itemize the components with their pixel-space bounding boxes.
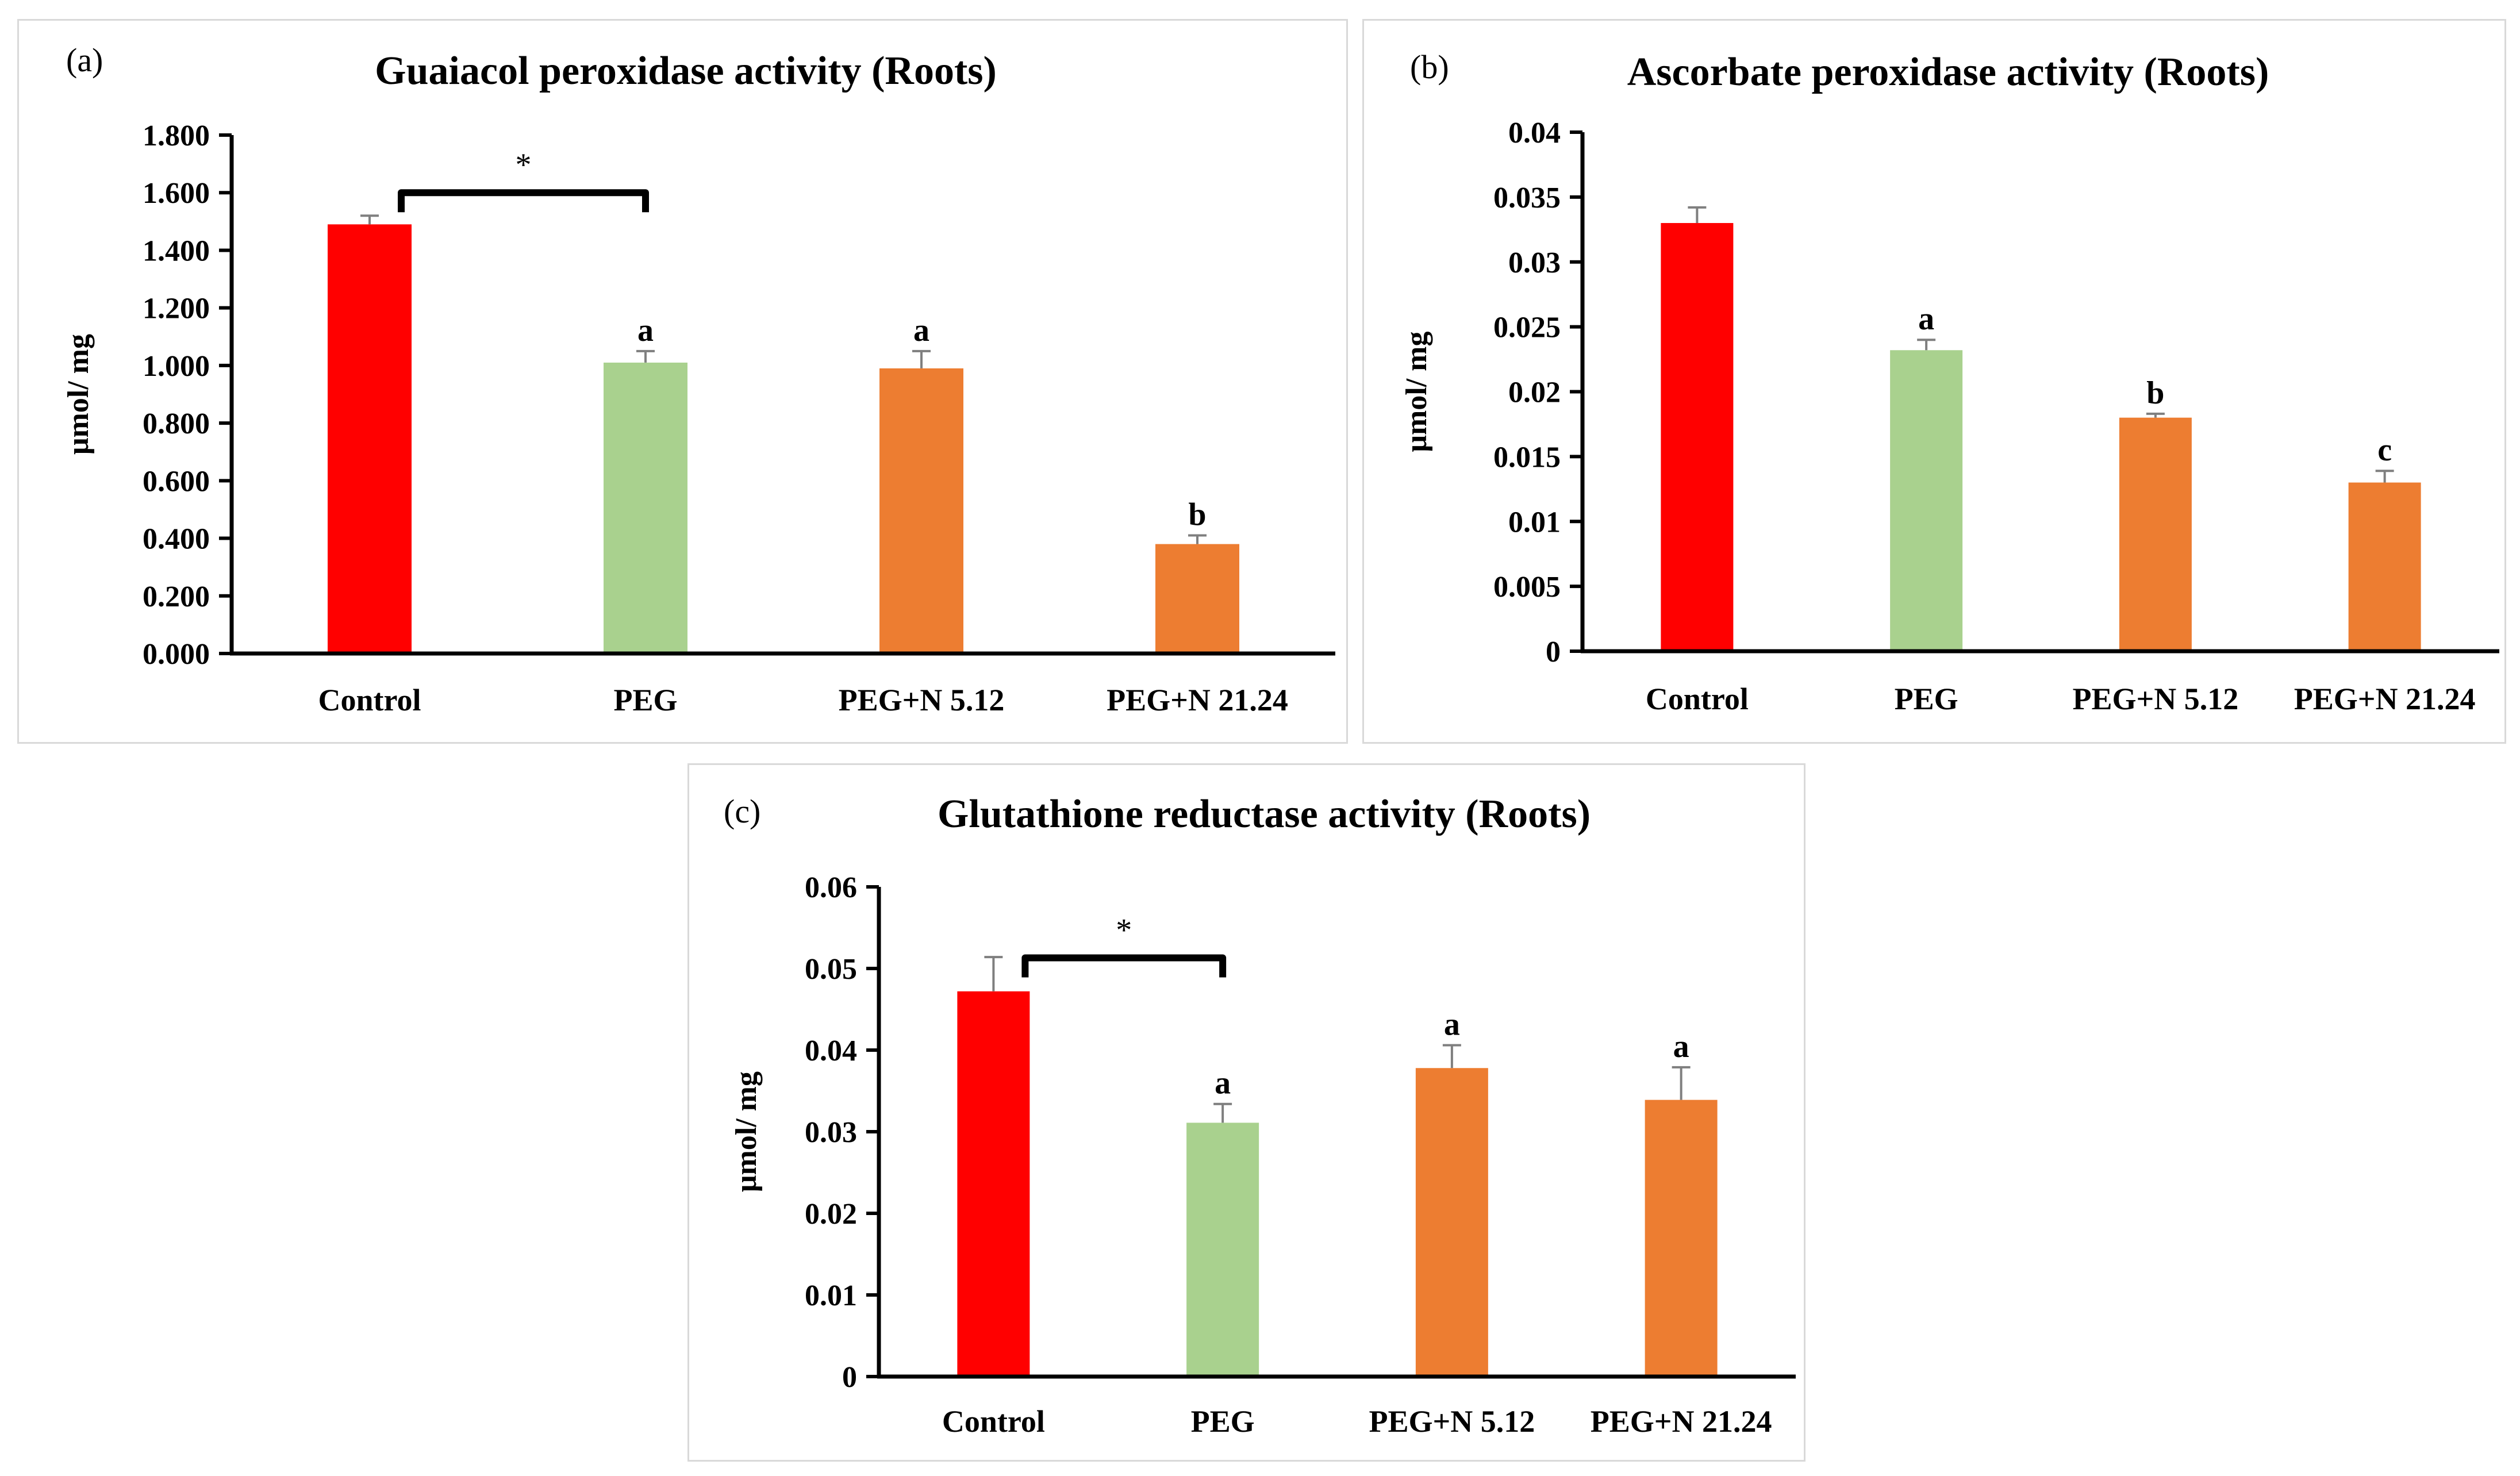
chart-panel-ascorbate-peroxidase: (b) Ascorbate peroxidase activity (Roots)… bbox=[1362, 19, 2506, 744]
significance-letter-peg-n-21-24: a bbox=[1673, 1029, 1689, 1064]
chart-panel-guaiacol-peroxidase: (a) Guaiacol peroxidase activity (Roots) μ… bbox=[17, 19, 1348, 744]
chart-panel-glutathione-reductase: (c) Glutathione reductase activity (Roots… bbox=[687, 763, 1806, 1462]
y-axis-label: μmol/ mg bbox=[730, 1071, 763, 1192]
bar-peg-n-5-12 bbox=[879, 368, 963, 654]
x-tick-label-peg-n-21-24: PEG+N 21.24 bbox=[1107, 683, 1288, 717]
y-tick-label: 0.200 bbox=[143, 581, 210, 613]
chart-ascorbate-peroxidase: (b) Ascorbate peroxidase activity (Roots)… bbox=[1400, 48, 2499, 716]
y-axis-label: μmol/ mg bbox=[62, 334, 95, 455]
significance-star: * bbox=[516, 147, 532, 183]
y-tick-label: 0.01 bbox=[805, 1279, 857, 1312]
significance-letter-peg-n-21-24: c bbox=[2377, 432, 2392, 468]
y-tick-label: 0.800 bbox=[143, 408, 210, 440]
chart-title: Glutathione reductase activity (Roots) bbox=[938, 792, 1591, 836]
y-tick-label: 1.000 bbox=[143, 350, 210, 383]
x-tick-label-peg-n-5-12: PEG+N 5.12 bbox=[2072, 682, 2238, 716]
bar-peg-n-5-12 bbox=[2119, 417, 2192, 651]
bar-peg-n-21-24 bbox=[1155, 544, 1239, 654]
y-tick-label: 0.04 bbox=[1508, 117, 1561, 149]
significance-bracket bbox=[1021, 954, 1227, 978]
panel-label: (a) bbox=[66, 41, 103, 79]
panel-label: (c) bbox=[724, 793, 760, 830]
y-tick-label: 1.600 bbox=[143, 177, 210, 210]
chart-title: Ascorbate peroxidase activity (Roots) bbox=[1627, 50, 2269, 94]
chart-guaiacol-peroxidase: (a) Guaiacol peroxidase activity (Roots) μ… bbox=[62, 41, 1335, 717]
bar-peg bbox=[604, 362, 687, 654]
y-tick-label: 0.000 bbox=[143, 638, 210, 671]
y-tick-label: 0.005 bbox=[1493, 571, 1561, 604]
y-tick-label: 0 bbox=[1546, 636, 1561, 668]
y-tick-label: 0.035 bbox=[1493, 182, 1561, 214]
y-tick-label: 0.03 bbox=[1508, 247, 1561, 279]
y-tick-label: 0.03 bbox=[805, 1116, 857, 1149]
x-tick-label-peg-n-5-12: PEG+N 5.12 bbox=[1369, 1404, 1535, 1439]
significance-letter-peg: a bbox=[1918, 301, 1934, 337]
significance-bracket bbox=[398, 189, 649, 213]
x-tick-label-peg: PEG bbox=[613, 683, 677, 717]
y-tick-label: 1.800 bbox=[143, 120, 210, 152]
y-tick-label: 0.01 bbox=[1508, 506, 1561, 539]
bar-peg-n-21-24 bbox=[2348, 482, 2421, 651]
x-tick-label-control: Control bbox=[942, 1404, 1045, 1439]
x-tick-label-peg-n-21-24: PEG+N 21.24 bbox=[1591, 1404, 1772, 1439]
bar-control bbox=[957, 991, 1030, 1377]
significance-letter-peg-n-21-24: b bbox=[1188, 497, 1206, 533]
bar-control bbox=[1661, 223, 1734, 651]
significance-star: * bbox=[1116, 913, 1132, 948]
x-tick-label-control: Control bbox=[318, 683, 421, 717]
bar-peg bbox=[1890, 350, 1963, 651]
bar-peg-n-21-24 bbox=[1645, 1100, 1718, 1377]
y-axis-label: μmol/ mg bbox=[1400, 331, 1433, 452]
y-tick-label: 0.02 bbox=[1508, 376, 1561, 409]
y-tick-label: 0 bbox=[842, 1361, 857, 1394]
y-tick-label: 0.02 bbox=[805, 1198, 857, 1231]
significance-letter-peg-n-5-12: a bbox=[1444, 1006, 1460, 1042]
significance-letter-peg-n-5-12: b bbox=[2146, 375, 2164, 411]
bar-peg bbox=[1186, 1123, 1259, 1377]
bar-control bbox=[328, 224, 412, 654]
y-tick-label: 0.04 bbox=[805, 1035, 857, 1067]
x-tick-label-peg-n-5-12: PEG+N 5.12 bbox=[839, 683, 1005, 717]
y-tick-label: 0.05 bbox=[805, 953, 857, 986]
x-tick-label-peg: PEG bbox=[1191, 1404, 1255, 1439]
y-tick-label: 0.600 bbox=[143, 465, 210, 498]
x-tick-label-control: Control bbox=[1646, 682, 1749, 716]
y-tick-label: 0.025 bbox=[1493, 312, 1561, 344]
y-tick-label: 1.200 bbox=[143, 293, 210, 325]
significance-letter-peg-n-5-12: a bbox=[913, 313, 929, 348]
x-tick-label-peg-n-21-24: PEG+N 21.24 bbox=[2294, 682, 2476, 716]
y-tick-label: 0.400 bbox=[143, 523, 210, 556]
bar-peg-n-5-12 bbox=[1415, 1068, 1488, 1377]
significance-letter-peg: a bbox=[637, 313, 654, 348]
y-tick-label: 1.400 bbox=[143, 235, 210, 267]
chart-glutathione-reductase: (c) Glutathione reductase activity (Roots… bbox=[724, 792, 1796, 1439]
chart-title: Guaiacol peroxidase activity (Roots) bbox=[375, 49, 997, 93]
y-tick-label: 0.06 bbox=[805, 871, 857, 904]
significance-letter-peg: a bbox=[1215, 1066, 1231, 1101]
x-tick-label-peg: PEG bbox=[1895, 682, 1958, 716]
y-tick-label: 0.015 bbox=[1493, 441, 1561, 474]
panel-label: (b) bbox=[1410, 48, 1449, 86]
